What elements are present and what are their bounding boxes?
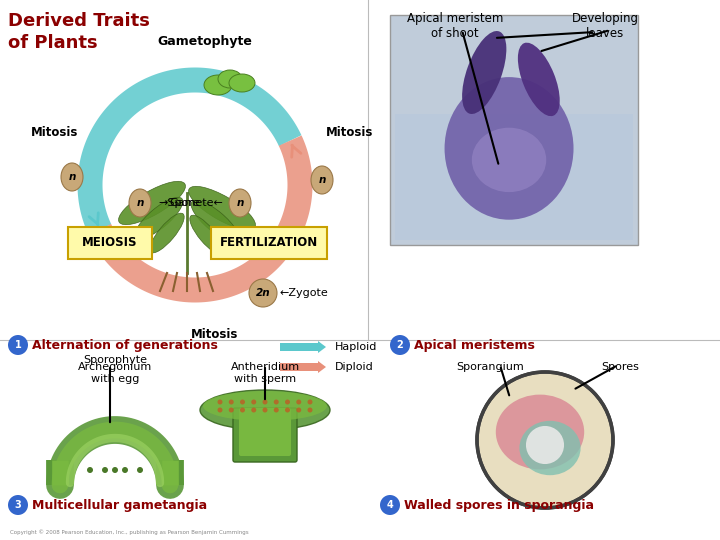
Text: 4: 4 (387, 500, 393, 510)
Ellipse shape (472, 127, 546, 192)
Circle shape (274, 400, 279, 404)
Text: Archegonium
with egg: Archegonium with egg (78, 362, 152, 383)
Ellipse shape (229, 189, 251, 217)
Text: ←Zygote: ←Zygote (280, 288, 329, 298)
Ellipse shape (249, 279, 277, 307)
Ellipse shape (150, 213, 184, 253)
Ellipse shape (129, 189, 151, 217)
Text: Walled spores in sporangia: Walled spores in sporangia (404, 498, 594, 511)
Circle shape (285, 408, 290, 413)
Text: 2n: 2n (256, 288, 270, 298)
Circle shape (87, 467, 93, 473)
Circle shape (229, 400, 234, 404)
Text: MEIOSIS: MEIOSIS (82, 237, 138, 249)
Ellipse shape (496, 395, 584, 469)
Text: n: n (136, 198, 144, 208)
Circle shape (307, 408, 312, 413)
Ellipse shape (218, 70, 242, 88)
Text: Mitosis: Mitosis (31, 126, 78, 139)
Text: Gamete←: Gamete← (169, 198, 223, 208)
Circle shape (8, 335, 28, 355)
Text: Copyright © 2008 Pearson Education, Inc., publishing as Pearson Benjamin Cumming: Copyright © 2008 Pearson Education, Inc.… (10, 529, 248, 535)
Ellipse shape (444, 77, 574, 220)
Text: Mitosis: Mitosis (192, 328, 239, 341)
Text: Derived Traits
of Plants: Derived Traits of Plants (8, 12, 150, 52)
Text: n: n (68, 172, 76, 182)
Text: →Spore: →Spore (158, 198, 199, 208)
Text: Multicellular gametangia: Multicellular gametangia (32, 498, 207, 511)
Circle shape (390, 335, 410, 355)
Circle shape (217, 408, 222, 413)
FancyArrow shape (280, 341, 326, 353)
Ellipse shape (189, 186, 256, 230)
Text: Alternation of generations: Alternation of generations (32, 339, 218, 352)
Circle shape (380, 495, 400, 515)
Ellipse shape (519, 421, 580, 475)
Circle shape (477, 372, 613, 508)
Circle shape (102, 467, 108, 473)
Circle shape (240, 400, 245, 404)
Text: Apical meristems: Apical meristems (414, 339, 535, 352)
Text: Spores: Spores (601, 362, 639, 372)
Text: 3: 3 (14, 500, 22, 510)
Ellipse shape (203, 391, 327, 421)
FancyBboxPatch shape (390, 15, 638, 245)
Ellipse shape (311, 166, 333, 194)
FancyBboxPatch shape (68, 227, 152, 259)
Ellipse shape (190, 215, 224, 255)
Text: n: n (236, 198, 243, 208)
Circle shape (307, 400, 312, 404)
Circle shape (263, 408, 268, 413)
Circle shape (285, 400, 290, 404)
Circle shape (263, 400, 268, 404)
FancyBboxPatch shape (211, 227, 327, 259)
Text: 2: 2 (397, 340, 403, 350)
Circle shape (217, 400, 222, 404)
Ellipse shape (191, 200, 239, 242)
Text: Sporangium: Sporangium (456, 362, 524, 372)
Ellipse shape (518, 43, 559, 116)
Text: Developing
leaves: Developing leaves (572, 12, 639, 40)
Ellipse shape (229, 74, 255, 92)
FancyBboxPatch shape (239, 408, 291, 456)
Circle shape (8, 495, 28, 515)
Circle shape (122, 467, 128, 473)
Circle shape (296, 400, 301, 404)
FancyBboxPatch shape (233, 408, 297, 462)
Ellipse shape (462, 31, 506, 114)
Text: Diploid: Diploid (335, 362, 374, 372)
Text: Antheridium
with sperm: Antheridium with sperm (230, 362, 300, 383)
Ellipse shape (204, 75, 232, 95)
Ellipse shape (61, 163, 83, 191)
FancyBboxPatch shape (395, 113, 633, 240)
Text: 1: 1 (14, 340, 22, 350)
Circle shape (296, 408, 301, 413)
Circle shape (526, 426, 564, 464)
Circle shape (251, 400, 256, 404)
Circle shape (112, 467, 118, 473)
Circle shape (251, 408, 256, 413)
Text: Haploid: Haploid (335, 342, 377, 352)
Text: Apical meristem
of shoot: Apical meristem of shoot (407, 12, 503, 40)
Text: n: n (318, 175, 325, 185)
Text: Mitosis: Mitosis (326, 126, 374, 139)
FancyArrow shape (280, 361, 326, 373)
Ellipse shape (200, 390, 330, 430)
Circle shape (137, 467, 143, 473)
Circle shape (274, 408, 279, 413)
Circle shape (229, 408, 234, 413)
Text: Gametophyte: Gametophyte (158, 36, 253, 49)
Text: FERTILIZATION: FERTILIZATION (220, 237, 318, 249)
Text: Sporophyte: Sporophyte (83, 355, 147, 365)
Ellipse shape (135, 197, 183, 239)
Circle shape (240, 408, 245, 413)
Ellipse shape (119, 181, 186, 225)
